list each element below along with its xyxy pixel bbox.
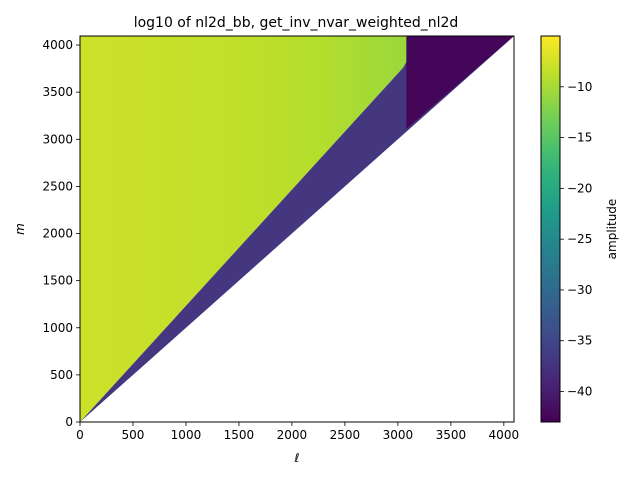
- colorbar-label: amplitude: [605, 199, 619, 260]
- x-axis-label: ℓ: [294, 451, 300, 465]
- x-tick-label: 1000: [171, 428, 202, 442]
- x-tick-label: 2500: [330, 428, 361, 442]
- heatmap-band-region: [80, 36, 514, 422]
- colorbar-tick-label: −10: [567, 80, 592, 94]
- y-tick-label: 2500: [42, 179, 73, 193]
- chart-title: log10 of nl2d_bb, get_inv_nvar_weighted_…: [134, 15, 459, 31]
- x-tick-label: 0: [76, 428, 84, 442]
- colorbar-gradient: [541, 36, 560, 422]
- y-tick-label: 2000: [42, 227, 73, 241]
- x-tick-label: 1500: [224, 428, 255, 442]
- colorbar-tick-label: −30: [567, 283, 592, 297]
- y-tick-label: 3500: [42, 85, 73, 99]
- plot-area: [80, 36, 514, 422]
- y-tick-label: 500: [50, 368, 73, 382]
- colorbar-tick-label: −40: [567, 385, 592, 399]
- colorbar-tick-label: −35: [567, 334, 592, 348]
- colorbar-tick-label: −25: [567, 232, 592, 246]
- y-tick-label: 0: [65, 415, 73, 429]
- y-axis-label: m: [13, 223, 27, 235]
- x-tick-label: 4000: [489, 428, 520, 442]
- x-tick-label: 3000: [383, 428, 414, 442]
- y-axis-ticks: 0 500 1000 1500 2000 2500 3000 3500 4000: [42, 38, 80, 429]
- colorbar-frame: [540, 35, 561, 423]
- x-tick-label: 2000: [277, 428, 308, 442]
- colorbar-tick-label: −20: [567, 181, 592, 195]
- y-tick-label: 3000: [42, 132, 73, 146]
- colorbar: −10 −15 −20 −25 −30 −35 −40 amplitude: [540, 35, 619, 423]
- heatmap-upper-region: [80, 36, 422, 422]
- colorbar-tick-label: −15: [567, 131, 592, 145]
- y-tick-label: 1500: [42, 274, 73, 288]
- y-tick-label: 4000: [42, 38, 73, 52]
- x-axis-ticks: 0 500 1000 1500 2000 2500 3000 3500 4000: [76, 422, 519, 442]
- x-tick-label: 3500: [436, 428, 467, 442]
- plot-frame: [79, 35, 515, 423]
- y-tick-label: 1000: [42, 321, 73, 335]
- x-tick-label: 500: [122, 428, 145, 442]
- colorbar-ticks: −10 −15 −20 −25 −30 −35 −40: [560, 80, 592, 399]
- heatmap-corner-region: [406, 36, 514, 129]
